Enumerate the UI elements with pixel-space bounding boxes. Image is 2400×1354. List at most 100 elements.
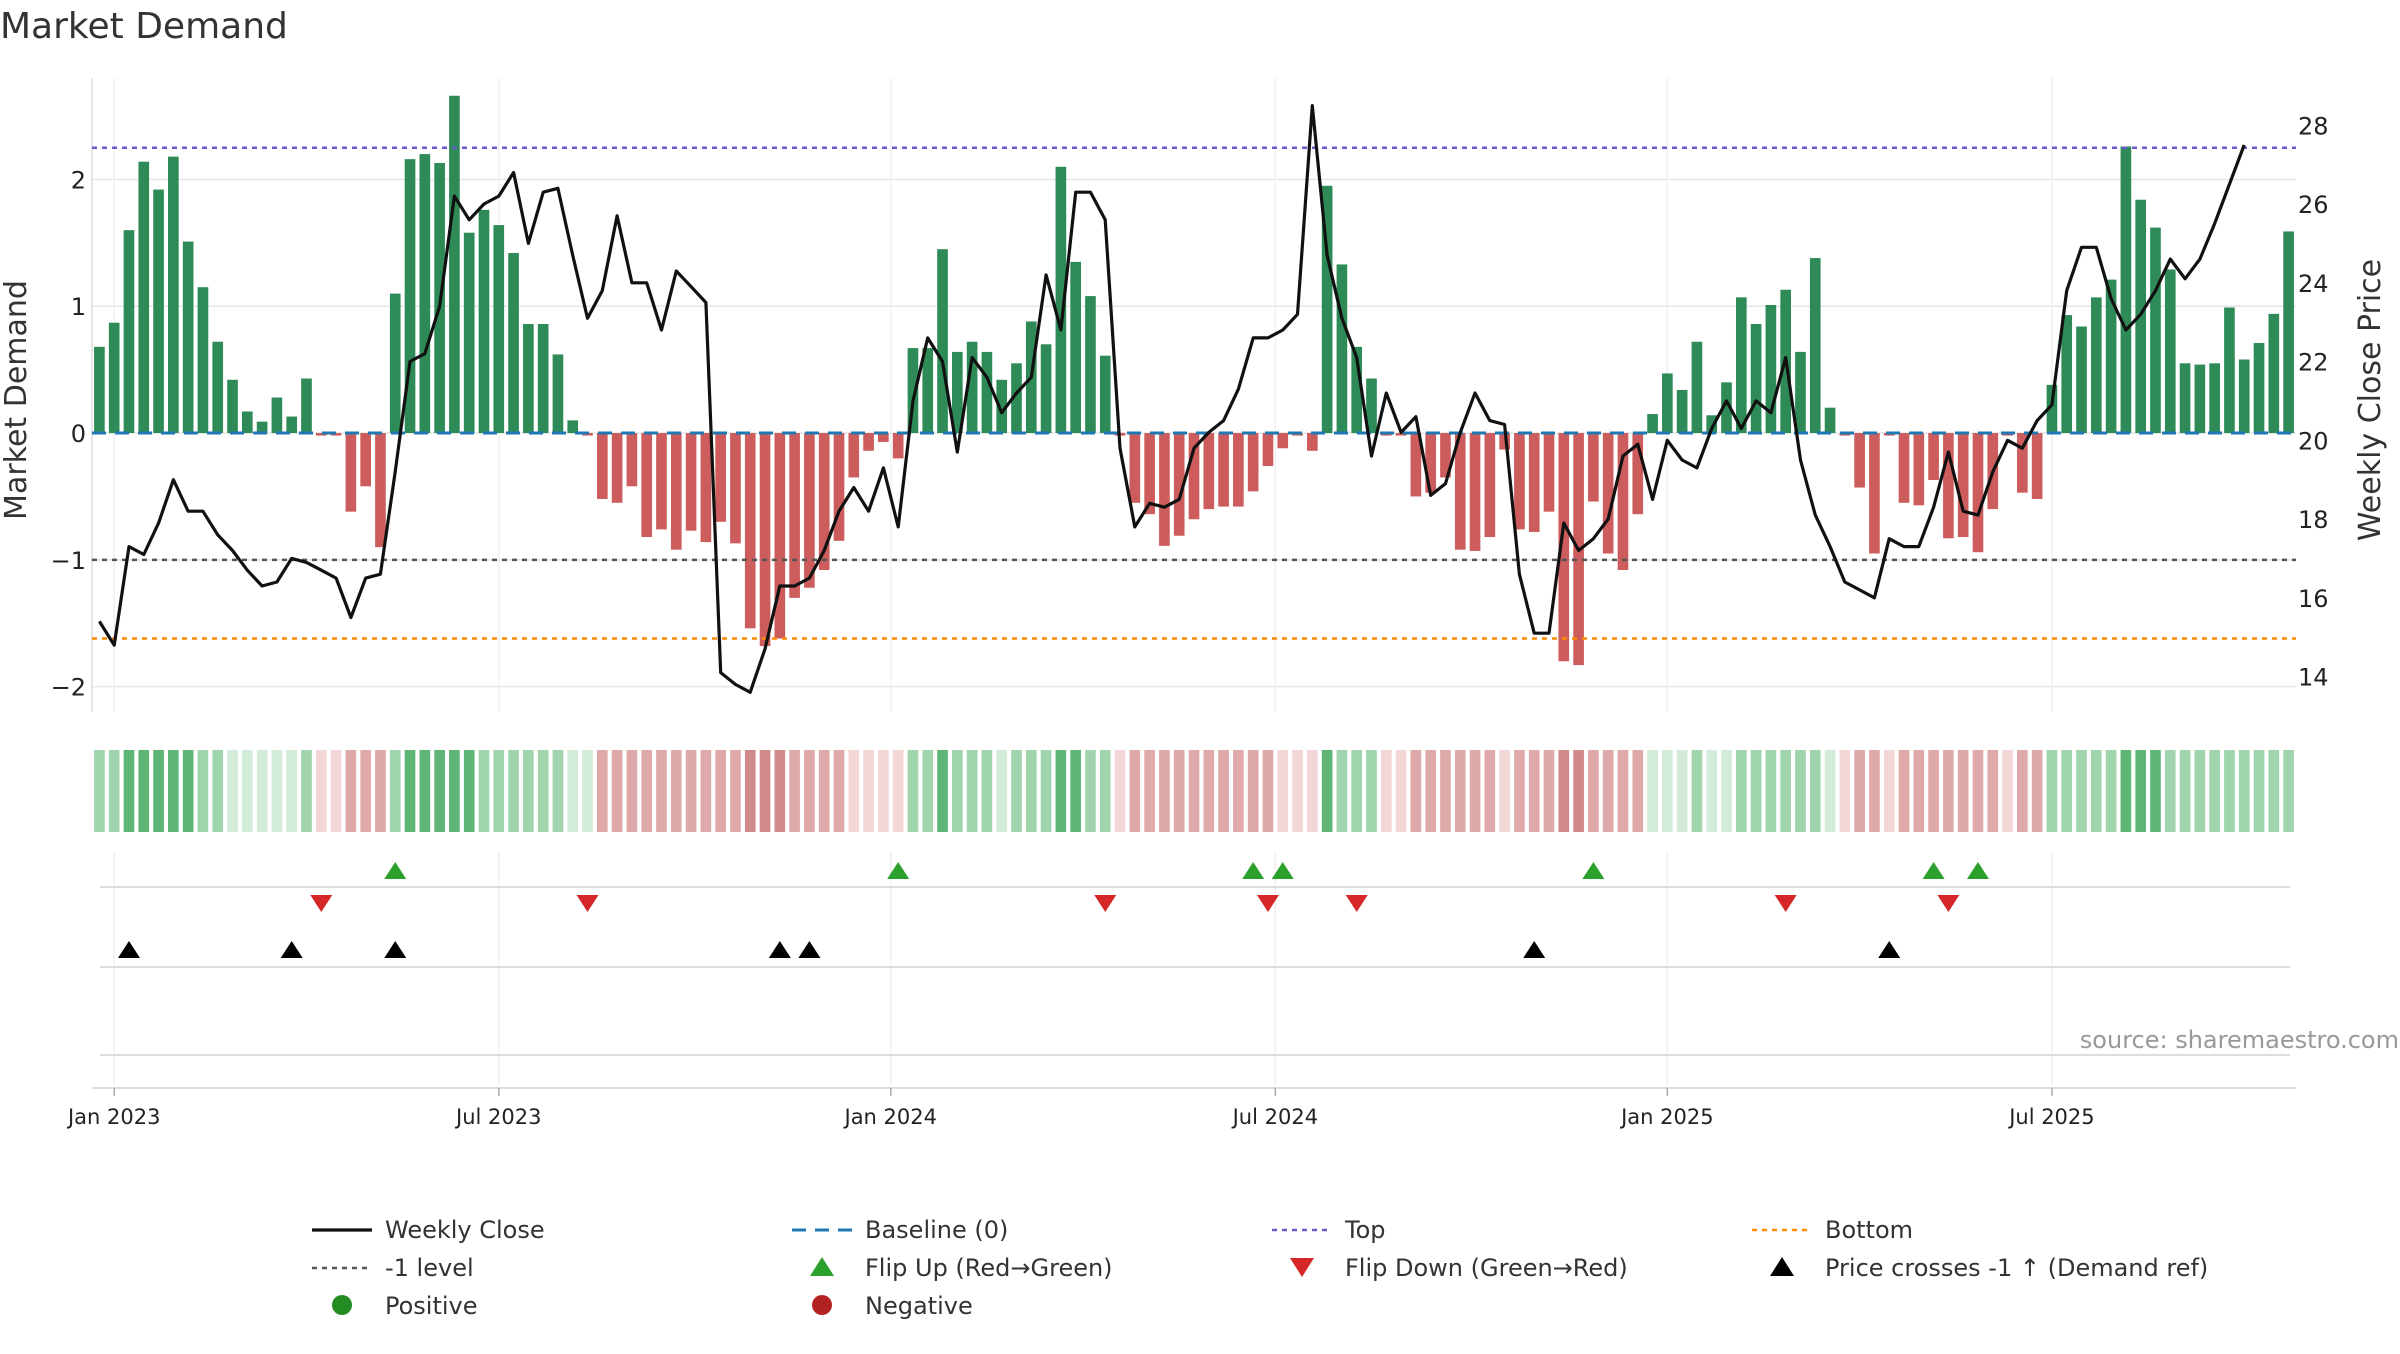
regime-strip-cell <box>2105 750 2117 832</box>
demand-bar-positive <box>493 225 505 434</box>
demand-bar-negative <box>1617 433 1629 570</box>
regime-strip-cell <box>1824 750 1836 832</box>
regime-strip-cell <box>1676 750 1688 832</box>
regime-strip-cell <box>2120 750 2132 832</box>
y-tick-right: 28 <box>2298 112 2329 140</box>
demand-bar-positive <box>1011 363 1022 434</box>
demand-bar-negative <box>656 433 667 530</box>
demand-bar-negative <box>375 433 386 548</box>
regime-strip-cell <box>848 750 860 832</box>
regime-strip-cell <box>1425 750 1436 832</box>
regime-strip-cell <box>256 750 268 832</box>
regime-strip-cell <box>1159 750 1170 832</box>
legend-weekly-close-label: Weekly Close <box>385 1216 545 1244</box>
regime-strip-cell <box>375 750 386 832</box>
legend-top-label: Top <box>1344 1216 1386 1244</box>
regime-strip-cell <box>685 750 697 832</box>
demand-bar-positive <box>212 341 224 434</box>
demand-bar-negative <box>330 433 342 436</box>
demand-bar-negative <box>863 433 874 451</box>
regime-strip-cell <box>952 750 963 832</box>
demand-bar-negative <box>1972 433 1984 553</box>
regime-strip-cell <box>715 750 726 832</box>
regime-strip-cell <box>1617 750 1629 832</box>
demand-bar-negative <box>685 433 697 531</box>
price-line <box>98 103 2246 694</box>
demand-bar-positive <box>922 348 934 434</box>
legend: Weekly Close Baseline (0) Top Bottom -1 leve… <box>312 1216 2208 1320</box>
legend-price-cross <box>1770 1257 1794 1276</box>
regime-strip-cell <box>138 750 150 832</box>
regime-strip-cell <box>833 750 845 832</box>
demand-bar-negative <box>641 433 653 538</box>
demand-bar-positive <box>2268 313 2280 434</box>
demand-bar-positive <box>552 354 564 434</box>
demand-bar-positive <box>966 341 978 434</box>
regime-strip-cell <box>759 750 771 832</box>
demand-bar-positive <box>1809 258 1821 434</box>
demand-bar-negative <box>1307 433 1318 451</box>
demand-bar-positive <box>907 348 919 434</box>
demand-bar-positive <box>2090 297 2102 434</box>
event-markers <box>92 852 2296 1089</box>
regime-strip-cell <box>1499 750 1510 832</box>
legend-baseline-label: Baseline (0) <box>865 1216 1008 1244</box>
regime-strip-cell <box>1957 750 1969 832</box>
regime-strip-cell <box>1809 750 1821 832</box>
regime-strip-cell <box>1469 750 1481 832</box>
y-axis-right-label: Weekly Close Price <box>2353 259 2388 541</box>
regime-strip-cell <box>419 750 431 832</box>
regime-strip-cell <box>966 750 978 832</box>
flip-up-marker <box>1922 862 1945 879</box>
demand-bar-negative <box>1144 433 1155 515</box>
regime-strip-cell <box>567 750 579 832</box>
y-tick-left: 1 <box>71 293 86 321</box>
demand-bar-positive <box>1085 296 1096 434</box>
regime-strip-cell <box>2135 750 2147 832</box>
demand-bar-negative <box>1602 433 1614 554</box>
regime-strip-cell <box>1484 750 1496 832</box>
regime-strip-cell <box>301 750 312 832</box>
demand-bar-positive <box>1691 341 1703 434</box>
demand-bar-positive <box>1765 304 1777 434</box>
regime-strip-cell <box>1292 750 1303 832</box>
demand-bar-positive <box>2120 146 2132 434</box>
demand-bar-negative <box>789 433 800 598</box>
regime-strip-cell <box>641 750 653 832</box>
regime-strip-cell <box>168 750 179 832</box>
regime-strip-cell <box>611 750 623 832</box>
price-cross-marker <box>117 941 140 958</box>
y-tick-right: 22 <box>2298 349 2329 377</box>
flip-down-marker <box>1094 895 1117 912</box>
price-cross-marker <box>384 941 407 958</box>
regime-strip-cell <box>804 750 815 832</box>
regime-strip-cell <box>493 750 505 832</box>
demand-bar-positive <box>286 416 298 434</box>
regime-strip-cell <box>2164 750 2176 832</box>
regime-strip-cell <box>1528 750 1540 832</box>
regime-strip-cell <box>1943 750 1954 832</box>
demand-bar-negative <box>626 433 638 487</box>
regime-strip-cell <box>1913 750 1925 832</box>
regime-strip-cell <box>389 750 401 832</box>
regime-strip-cell <box>1854 750 1865 832</box>
demand-bar-positive <box>1321 185 1333 434</box>
demand-bar-negative <box>1440 433 1451 478</box>
regime-strip-cell <box>996 750 1008 832</box>
regime-strip-cell <box>1750 750 1762 832</box>
regime-strip-cell <box>700 750 712 832</box>
demand-bar-positive <box>1824 407 1836 434</box>
regime-strip-cell <box>907 750 919 832</box>
regime-strip-cell <box>94 750 105 832</box>
regime-strip-cell <box>197 750 209 832</box>
demand-bar-negative <box>1632 433 1644 515</box>
demand-bar-negative <box>818 433 830 570</box>
regime-strip <box>94 750 2294 832</box>
regime-strip-cell <box>892 750 904 832</box>
demand-bar-positive <box>1676 389 1688 434</box>
regime-strip-cell <box>1647 750 1658 832</box>
regime-strip-cell <box>2090 750 2102 832</box>
regime-strip-cell <box>656 750 667 832</box>
regime-strip-cell <box>1395 750 1407 832</box>
demand-bar-positive <box>2238 359 2250 434</box>
